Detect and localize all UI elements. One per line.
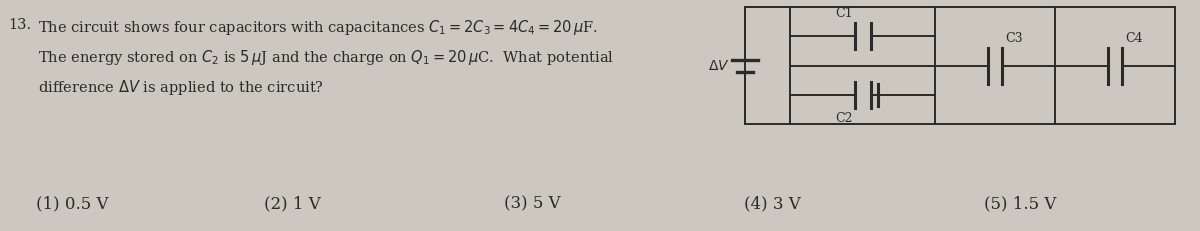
Text: (3) 5 V: (3) 5 V [504,194,560,211]
Text: The circuit shows four capacitors with capacitances $C_1 = 2C_3 = 4C_4 = 20\,\mu: The circuit shows four capacitors with c… [38,18,599,37]
Text: C3: C3 [1006,32,1022,45]
Text: C2: C2 [835,111,852,124]
Text: C1: C1 [835,7,852,20]
Text: (5) 1.5 V: (5) 1.5 V [984,194,1056,211]
Text: (1) 0.5 V: (1) 0.5 V [36,194,108,211]
Text: difference $\Delta V$ is applied to the circuit?: difference $\Delta V$ is applied to the … [38,78,324,97]
Text: (4) 3 V: (4) 3 V [744,194,800,211]
Text: 13.: 13. [8,18,31,32]
Text: (2) 1 V: (2) 1 V [264,194,320,211]
Text: $\Delta V$: $\Delta V$ [708,59,730,73]
Text: The energy stored on $C_2$ is $5\,\mu$J and the charge on $Q_1 = 20\,\mu$C.  Wha: The energy stored on $C_2$ is $5\,\mu$J … [38,48,614,67]
Text: C4: C4 [1126,32,1142,45]
